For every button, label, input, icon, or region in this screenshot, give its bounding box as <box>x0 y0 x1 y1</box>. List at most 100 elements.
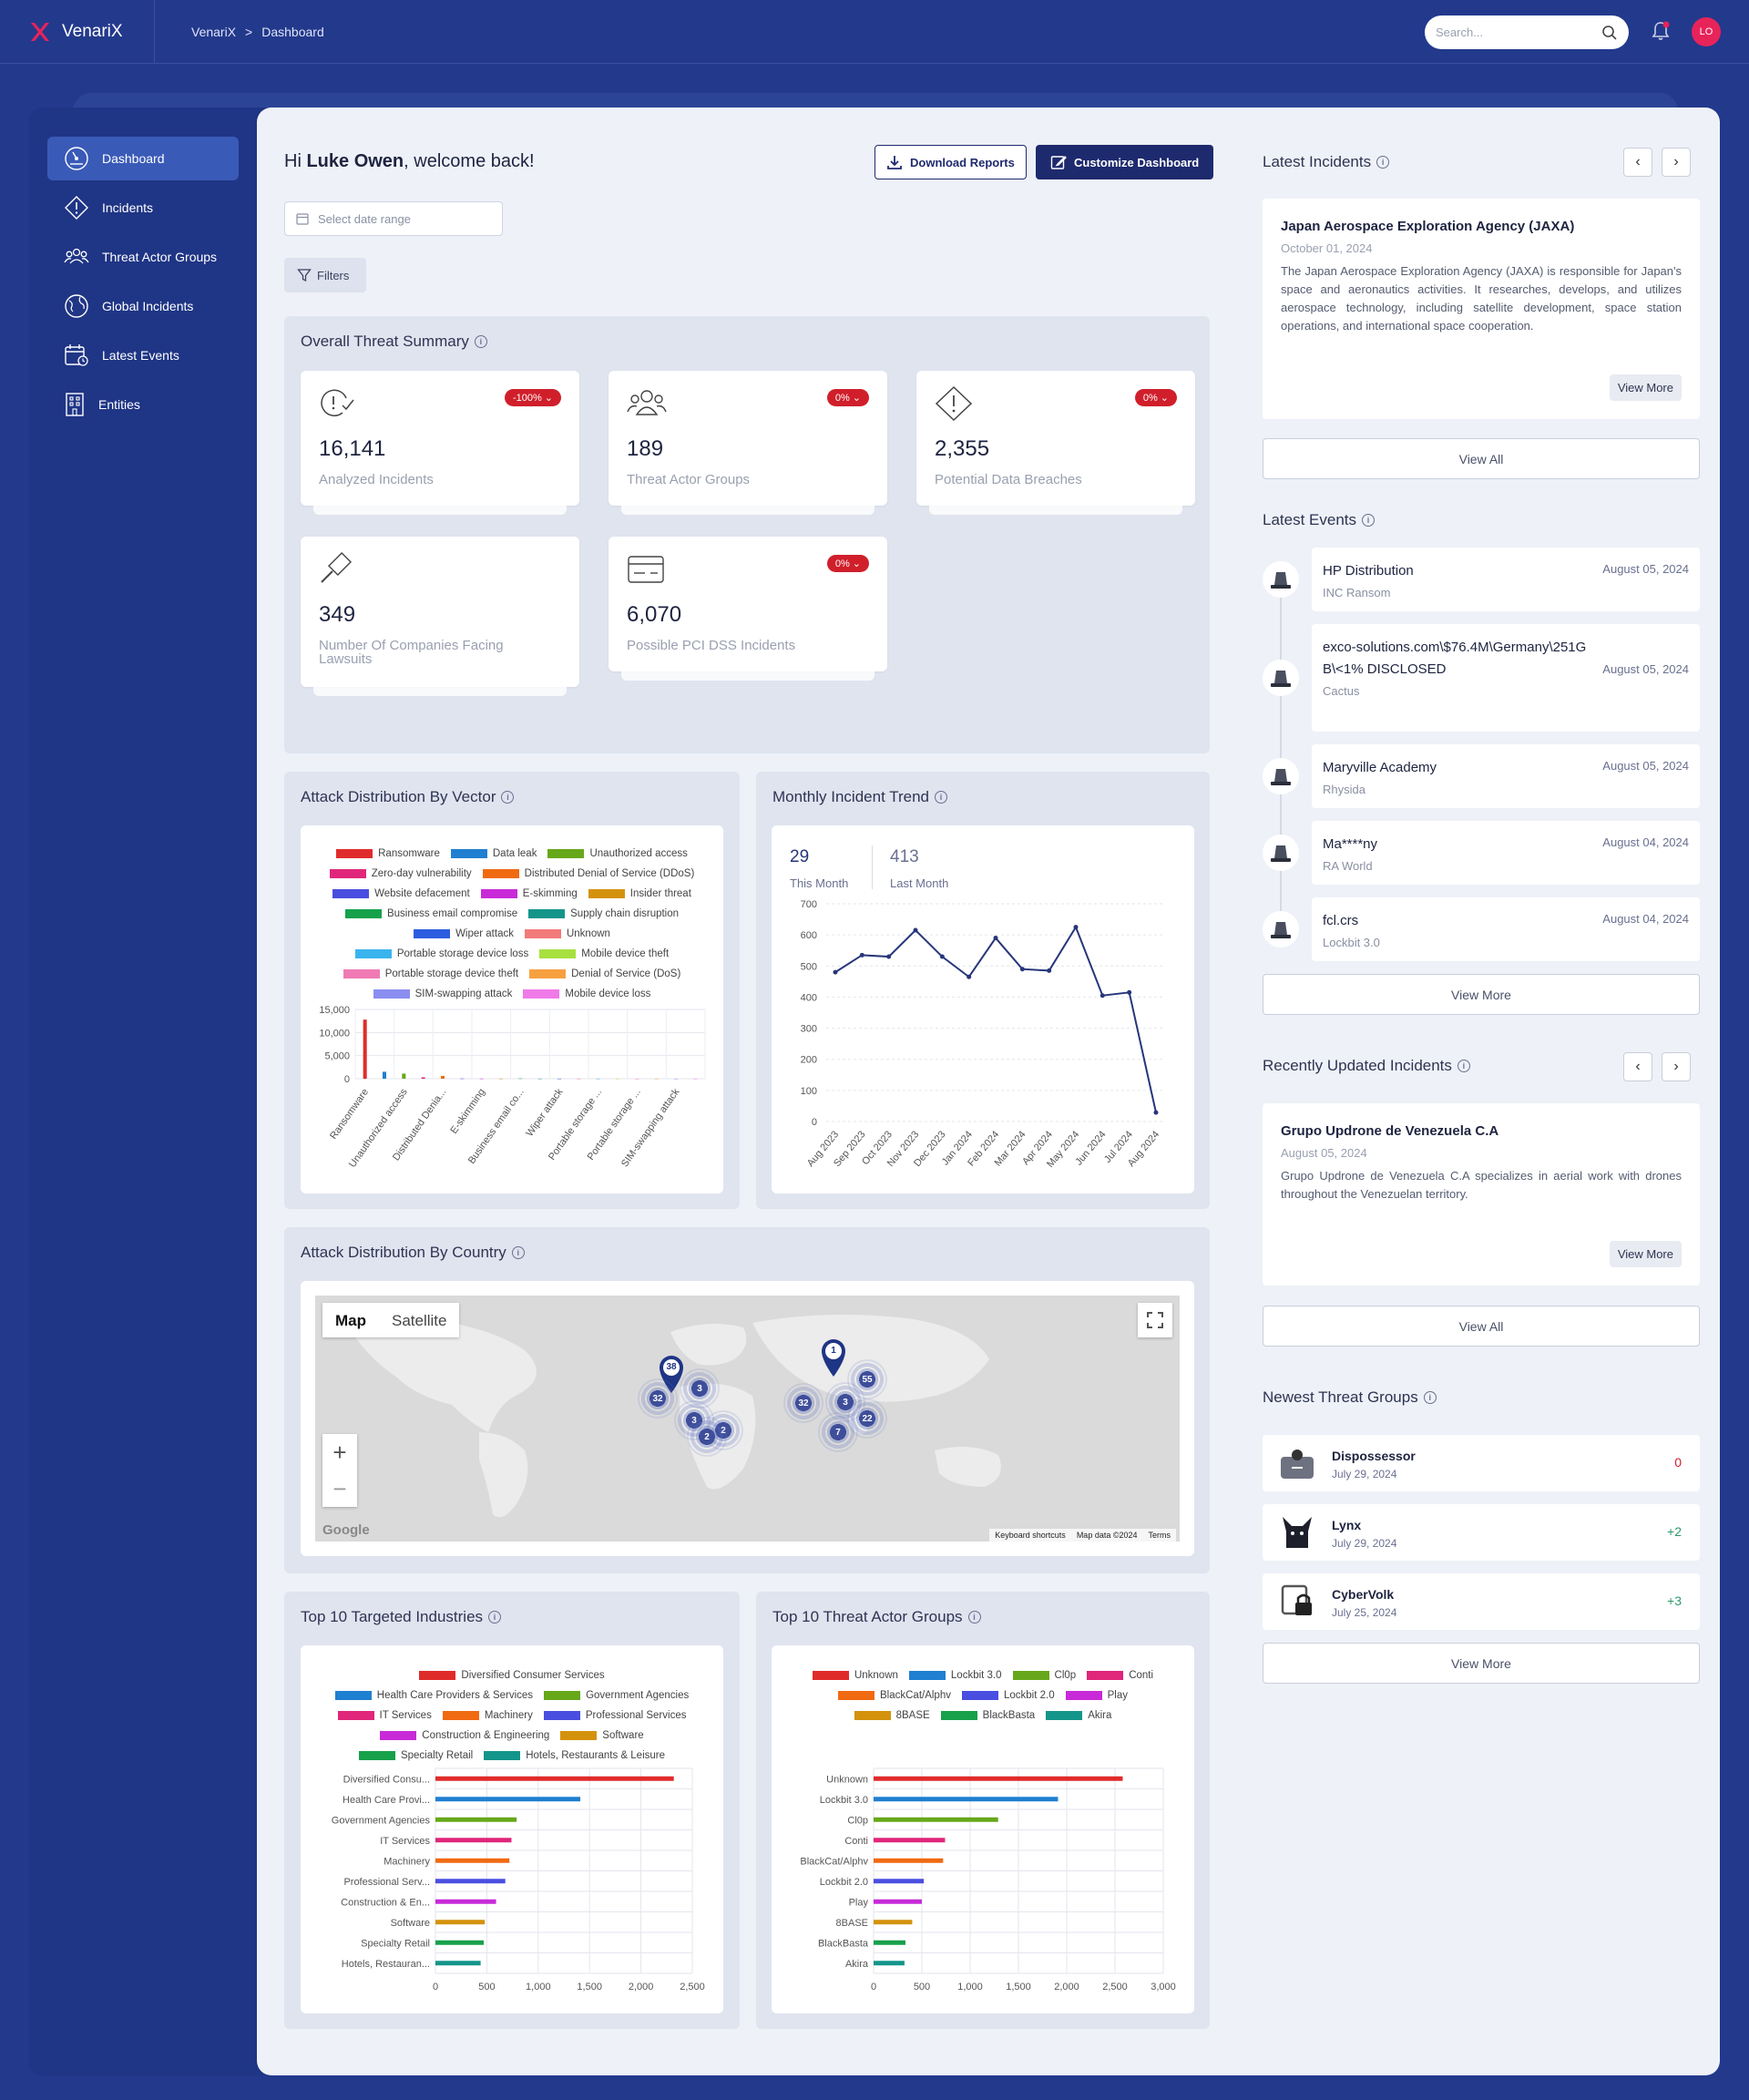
legend-item[interactable]: Mobile device theft <box>539 948 669 959</box>
horizontal-bar[interactable] <box>874 1776 1123 1781</box>
legend-item[interactable]: Machinery <box>442 1710 533 1721</box>
view-more-events-button[interactable]: View More <box>1263 974 1700 1015</box>
legend-item[interactable]: Distributed Denial of Service (DDoS) <box>482 868 694 879</box>
trend-point[interactable] <box>886 954 892 959</box>
app-logo[interactable]: VenariX <box>0 0 155 64</box>
view-all-incidents-button[interactable]: View All <box>1263 438 1700 479</box>
info-icon[interactable]: i <box>474 335 487 348</box>
trend-point[interactable] <box>833 969 838 975</box>
horizontal-bar[interactable] <box>435 1899 496 1904</box>
trend-point[interactable] <box>993 936 998 941</box>
chevron-left-icon[interactable]: ‹ <box>1623 148 1652 177</box>
notifications-bell-icon[interactable] <box>1651 20 1671 46</box>
world-map[interactable]: Map Satellite + − Google Keyboard shortc… <box>315 1296 1180 1542</box>
legend-item[interactable]: Cl0p <box>1012 1670 1076 1681</box>
info-icon[interactable]: i <box>488 1611 502 1624</box>
sidebar-item-latest-events[interactable]: Latest Events <box>47 333 239 377</box>
vector-bar[interactable] <box>635 1078 639 1080</box>
vector-bar[interactable] <box>674 1078 678 1080</box>
horizontal-bar[interactable] <box>874 1817 998 1822</box>
view-more-button[interactable]: View More <box>1609 1241 1682 1267</box>
legend-item[interactable]: Supply chain disruption <box>528 908 679 919</box>
vector-bar[interactable] <box>441 1075 445 1079</box>
stat-card-pci-dss[interactable]: 0% ⌄ 6,070 Possible PCI DSS Incidents <box>609 537 887 681</box>
stat-card-analyzed-incidents[interactable]: -100% ⌄ 16,141 Analyzed Incidents <box>301 371 579 515</box>
map-cluster[interactable]: 22 <box>847 1398 887 1439</box>
legend-item[interactable]: Insider threat <box>588 888 691 899</box>
horizontal-bar[interactable] <box>874 1858 944 1863</box>
trend-point[interactable] <box>967 974 972 979</box>
threat-group-item[interactable]: CyberVolk July 25, 2024 +3 <box>1263 1573 1700 1630</box>
vector-bar[interactable] <box>499 1078 503 1080</box>
download-reports-button[interactable]: Download Reports <box>874 145 1027 179</box>
map-cluster[interactable]: 2 <box>687 1417 727 1457</box>
threat-group-item[interactable]: Lynx July 29, 2024 +2 <box>1263 1504 1700 1561</box>
legend-item[interactable]: Portable storage device loss <box>354 948 528 959</box>
trend-point[interactable] <box>1100 993 1105 999</box>
horizontal-bar[interactable] <box>874 1879 925 1884</box>
legend-item[interactable]: Unauthorized access <box>547 848 688 859</box>
horizontal-bar[interactable] <box>435 1817 517 1822</box>
view-more-button[interactable]: View More <box>1609 374 1682 401</box>
terms-link[interactable]: Terms <box>1148 1531 1171 1540</box>
trend-point[interactable] <box>1019 967 1025 972</box>
vector-bar[interactable] <box>518 1078 523 1080</box>
date-range-input[interactable]: Select date range <box>284 201 503 236</box>
info-icon[interactable]: i <box>1362 514 1376 527</box>
legend-item[interactable]: BlackBasta <box>940 1710 1035 1721</box>
info-icon[interactable]: i <box>967 1611 981 1624</box>
chevron-right-icon[interactable]: › <box>1662 1052 1691 1081</box>
legend-item[interactable]: Software <box>560 1730 644 1741</box>
legend-item[interactable]: BlackCat/Alphv <box>838 1690 951 1701</box>
horizontal-bar[interactable] <box>435 1838 512 1843</box>
map-marker-pin[interactable]: 1 <box>820 1337 847 1378</box>
vector-bar[interactable] <box>616 1078 619 1080</box>
trend-point[interactable] <box>1127 989 1132 995</box>
vector-bar[interactable] <box>460 1078 465 1080</box>
legend-item[interactable]: Government Agencies <box>544 1690 689 1701</box>
vector-bar[interactable] <box>402 1073 406 1079</box>
legend-item[interactable]: Data leak <box>450 848 537 859</box>
info-icon[interactable]: i <box>1376 156 1390 169</box>
legend-item[interactable]: Play <box>1065 1690 1128 1701</box>
keyboard-shortcuts-link[interactable]: Keyboard shortcuts <box>995 1531 1066 1540</box>
horizontal-bar[interactable] <box>435 1776 674 1781</box>
vector-bar[interactable] <box>363 1019 367 1079</box>
map-tab[interactable]: Map <box>335 1312 366 1329</box>
map-cluster[interactable]: 55 <box>847 1359 887 1399</box>
legend-item[interactable]: Denial of Service (DoS) <box>529 968 680 979</box>
legend-item[interactable]: Diversified Consumer Services <box>419 1670 605 1681</box>
search-input[interactable] <box>1436 26 1581 39</box>
zoom-in-button[interactable]: + <box>332 1438 347 1466</box>
horizontal-bar[interactable] <box>874 1797 1059 1802</box>
trend-point[interactable] <box>939 954 945 959</box>
vector-bar[interactable] <box>577 1078 581 1080</box>
horizontal-bar[interactable] <box>874 1940 905 1945</box>
threat-group-item[interactable]: Dispossessor July 29, 2024 0 <box>1263 1435 1700 1491</box>
customize-dashboard-button[interactable]: Customize Dashboard <box>1036 145 1214 179</box>
sidebar-item-entities[interactable]: Entities <box>47 383 239 426</box>
stat-card-potential-data-breaches[interactable]: 0% ⌄ 2,355 Potential Data Breaches <box>916 371 1195 515</box>
legend-item[interactable]: IT Services <box>337 1710 432 1721</box>
zoom-out-button[interactable]: − <box>332 1474 347 1502</box>
legend-item[interactable]: E-skimming <box>480 888 578 899</box>
legend-item[interactable]: Unknown <box>524 928 610 939</box>
sidebar-item-dashboard[interactable]: Dashboard <box>47 137 239 180</box>
latest-incident-card[interactable]: Japan Aerospace Exploration Agency (JAXA… <box>1263 199 1700 419</box>
legend-item[interactable]: Conti <box>1087 1670 1153 1681</box>
vector-bar[interactable] <box>693 1078 698 1080</box>
sidebar-item-incidents[interactable]: Incidents <box>47 186 239 230</box>
vector-bar[interactable] <box>383 1071 386 1079</box>
user-avatar[interactable]: LO <box>1692 17 1721 46</box>
legend-item[interactable]: Lockbit 3.0 <box>908 1670 1002 1681</box>
map-cluster[interactable]: 32 <box>783 1383 823 1423</box>
vector-bar[interactable] <box>537 1078 542 1080</box>
legend-item[interactable]: Lockbit 2.0 <box>961 1690 1055 1701</box>
horizontal-bar[interactable] <box>435 1797 581 1802</box>
event-item[interactable]: exco-solutions.com\$76.4M\Germany\251GB\… <box>1312 624 1700 732</box>
legend-item[interactable]: Hotels, Restaurants & Leisure <box>484 1750 665 1761</box>
legend-item[interactable]: Portable storage device theft <box>343 968 518 979</box>
sidebar-item-global-incidents[interactable]: Global Incidents <box>47 284 239 328</box>
legend-item[interactable]: Unknown <box>812 1670 898 1681</box>
vector-bar[interactable] <box>421 1077 425 1079</box>
